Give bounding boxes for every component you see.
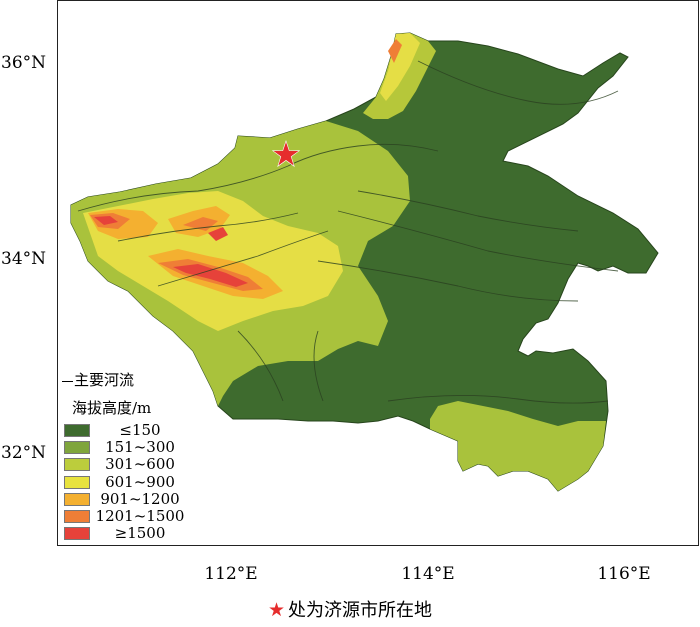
legend-label: ≥1500 — [114, 524, 166, 543]
legend-river-entry: 主要河流 — [62, 372, 134, 389]
elevation-map — [70, 32, 659, 492]
yellow-river — [77, 143, 439, 212]
rivers — [77, 60, 619, 404]
legend-label: 301~600 — [105, 455, 175, 474]
jiyuan-star-icon — [271, 140, 301, 168]
lat-label-34: 34°N — [1, 249, 47, 269]
legend-label: ≤150 — [119, 421, 161, 439]
legend-swatch — [64, 475, 90, 489]
river-ying — [337, 210, 619, 272]
peak-zone-a — [94, 216, 118, 225]
high-zone-c — [183, 217, 218, 231]
legend-label: 151~300 — [105, 438, 175, 457]
legend-swatch — [64, 492, 90, 506]
legend-swatch — [64, 509, 90, 523]
river-bai — [237, 330, 284, 402]
peak-zone-d — [388, 39, 402, 63]
south-hills-zone — [430, 401, 606, 491]
caption-text: 处为济源市所在地 — [288, 600, 433, 621]
legend-swatch — [64, 424, 90, 437]
north-mid-zone — [380, 33, 420, 101]
map-frame — [57, 0, 699, 546]
river-line-icon — [62, 380, 73, 382]
river-jialu — [357, 190, 579, 232]
lat-label-32: 32°N — [1, 443, 47, 463]
peak-zone-c — [208, 227, 228, 241]
legend-label: 601~900 — [105, 472, 175, 491]
legend-label: 1201~1500 — [95, 506, 185, 525]
river-wei — [417, 60, 619, 105]
lat-label-36: 36°N — [1, 53, 47, 73]
legend-label: 901~1200 — [100, 489, 180, 508]
river-sha — [317, 260, 579, 302]
lon-label-116: 116°E — [597, 564, 651, 584]
legend-elevation-title: 海拔高度/m — [72, 399, 152, 417]
lon-label-114: 114°E — [401, 564, 455, 584]
legend-swatch — [64, 458, 90, 472]
river-yi — [157, 230, 329, 287]
river-luo — [117, 212, 299, 242]
legend-river-label: 主要河流 — [74, 371, 135, 389]
lon-label-112: 112°E — [204, 564, 258, 584]
peak-zone-b — [173, 264, 248, 287]
legend-swatch — [64, 441, 90, 455]
star-icon: ★ — [267, 599, 286, 621]
map-caption: ★ 处为济源市所在地 — [0, 600, 700, 621]
legend-swatch — [64, 527, 90, 541]
river-tangbai — [313, 330, 324, 402]
river-huai — [387, 395, 609, 404]
